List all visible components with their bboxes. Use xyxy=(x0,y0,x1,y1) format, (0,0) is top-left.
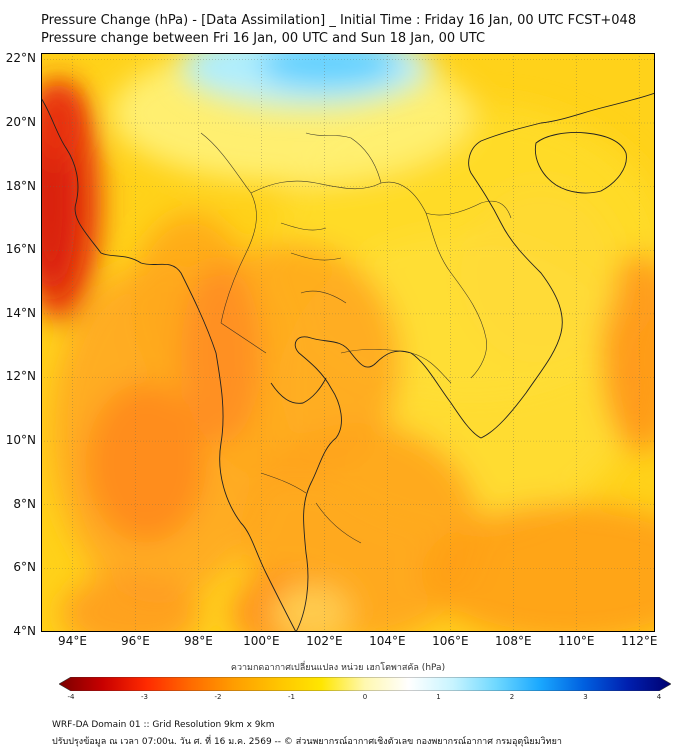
map-subtitle: Pressure change between Fri 16 Jan, 00 U… xyxy=(41,31,486,46)
colorbar-tick-label: 0 xyxy=(362,693,368,701)
lat-label: 4°N xyxy=(13,624,36,638)
lon-label: 106°E xyxy=(432,634,469,648)
lon-label: 94°E xyxy=(58,634,87,648)
lat-label: 20°N xyxy=(5,114,36,129)
lat-label: 22°N xyxy=(5,51,36,66)
lat-label: 12°N xyxy=(5,369,36,384)
lon-label: 100°E xyxy=(243,634,280,648)
coastlines xyxy=(41,92,655,632)
colorbar xyxy=(59,677,671,691)
graticule xyxy=(41,53,655,632)
footer-update-info: ปรับปรุงข้อมูล ณ เวลา 07:00น. วัน ศ. ที่… xyxy=(52,737,562,747)
colorbar-tick-label: -1 xyxy=(288,693,295,701)
footer-model-info: WRF-DA Domain 01 :: Grid Resolution 9km … xyxy=(52,720,275,730)
lon-label: 104°E xyxy=(369,634,406,648)
colorbar-title: ความกดอากาศเปลี่ยนแปลง หน่วย เฮกโตพาสคัล… xyxy=(230,663,446,673)
pressure-field xyxy=(41,53,655,632)
lat-label: 18°N xyxy=(5,178,36,193)
map-canvas xyxy=(41,53,655,632)
lon-label: 112°E xyxy=(621,634,658,648)
lat-label: 16°N xyxy=(5,242,36,257)
colorbar-tick-label: -3 xyxy=(141,693,148,701)
lat-label: 6°N xyxy=(13,560,36,575)
lat-label: 8°N xyxy=(13,496,36,511)
colorbar-tick-label: 1 xyxy=(436,693,441,701)
map-title: Pressure Change (hPa) - [Data Assimilati… xyxy=(41,13,637,28)
lat-label: 14°N xyxy=(5,305,36,320)
pressure-rise-field xyxy=(181,53,431,108)
strong-fall-core xyxy=(41,83,81,293)
colorbar-tick-label: -2 xyxy=(214,693,222,701)
colorbar-tick-label: 2 xyxy=(509,693,515,701)
lon-label: 110°E xyxy=(558,634,595,648)
lat-label: 10°N xyxy=(5,433,36,448)
lon-label: 96°E xyxy=(121,634,150,648)
lon-label: 102°E xyxy=(306,634,343,648)
pressure-change-map xyxy=(41,53,655,632)
country-borders xyxy=(200,132,512,544)
colorbar-tick-label: -4 xyxy=(67,693,75,701)
colorbar-tick-label: 4 xyxy=(656,693,662,701)
map-frame xyxy=(41,53,655,632)
colorbar-tick-label: 3 xyxy=(583,693,588,701)
lon-label: 108°E xyxy=(495,634,532,648)
lon-label: 98°E xyxy=(183,634,213,648)
